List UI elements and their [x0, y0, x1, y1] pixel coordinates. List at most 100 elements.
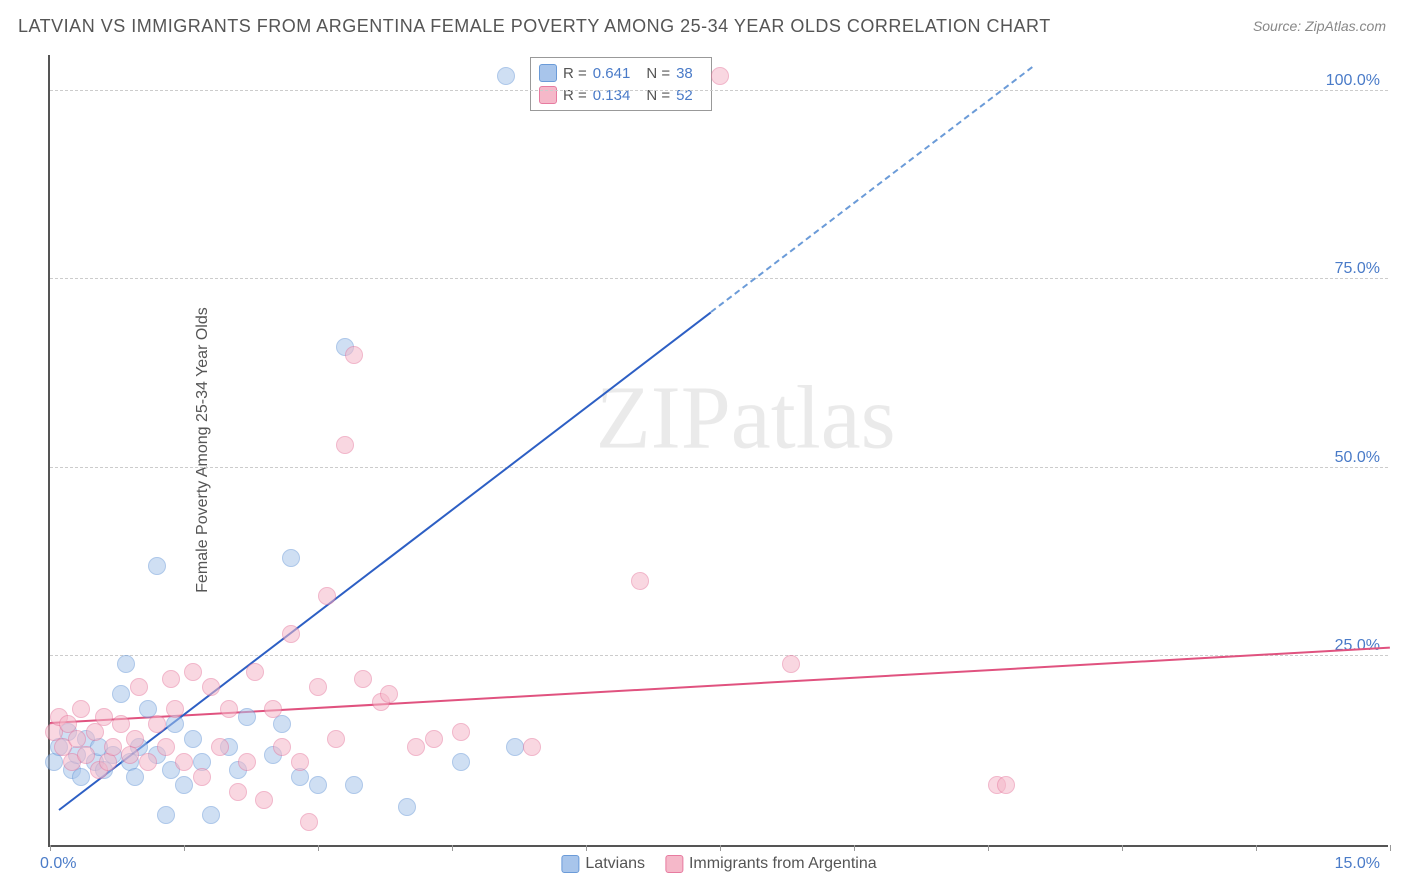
data-point	[220, 700, 238, 718]
data-point	[318, 587, 336, 605]
data-point	[77, 746, 95, 764]
data-point	[282, 625, 300, 643]
swatch-icon	[539, 86, 557, 104]
data-point	[380, 685, 398, 703]
data-point	[104, 738, 122, 756]
y-tick-label: 75.0%	[1335, 260, 1380, 278]
data-point	[255, 791, 273, 809]
y-tick-label: 100.0%	[1326, 72, 1380, 90]
data-point	[452, 753, 470, 771]
data-point	[238, 708, 256, 726]
data-point	[300, 813, 318, 831]
x-tick	[184, 845, 185, 851]
data-point	[175, 753, 193, 771]
data-point	[184, 663, 202, 681]
data-point	[157, 738, 175, 756]
data-point	[309, 678, 327, 696]
r-label: R =	[563, 65, 587, 82]
data-point	[345, 346, 363, 364]
data-point	[95, 708, 113, 726]
data-point	[139, 753, 157, 771]
data-point	[238, 753, 256, 771]
data-point	[184, 730, 202, 748]
y-axis-label: Female Poverty Among 25-34 Year Olds	[194, 307, 212, 593]
swatch-icon	[539, 64, 557, 82]
x-tick	[854, 845, 855, 851]
watermark: ZIPatlas	[596, 367, 896, 470]
data-point	[309, 776, 327, 794]
source-label: Source: ZipAtlas.com	[1253, 18, 1386, 34]
data-point	[407, 738, 425, 756]
data-point	[148, 557, 166, 575]
data-point	[398, 798, 416, 816]
data-point	[631, 572, 649, 590]
swatch-icon	[665, 855, 683, 873]
data-point	[148, 715, 166, 733]
data-point	[506, 738, 524, 756]
data-point	[162, 670, 180, 688]
data-point	[452, 723, 470, 741]
data-point	[354, 670, 372, 688]
legend-label: Latvians	[585, 855, 645, 873]
data-point	[336, 436, 354, 454]
x-tick	[50, 845, 51, 851]
data-point	[175, 776, 193, 794]
data-point	[166, 700, 184, 718]
x-tick	[720, 845, 721, 851]
x-tick	[1122, 845, 1123, 851]
x-tick	[452, 845, 453, 851]
data-point	[112, 685, 130, 703]
data-point	[126, 768, 144, 786]
data-point	[997, 776, 1015, 794]
data-point	[202, 806, 220, 824]
data-point	[202, 678, 220, 696]
data-point	[126, 730, 144, 748]
data-point	[497, 67, 515, 85]
stats-row: R = 0.641 N = 38	[539, 62, 703, 84]
x-tick-max: 15.0%	[1335, 855, 1380, 873]
stats-legend: R = 0.641 N = 38 R = 0.134 N = 52	[530, 57, 712, 111]
stats-row: R = 0.134 N = 52	[539, 84, 703, 106]
data-point	[193, 768, 211, 786]
plot-area: Female Poverty Among 25-34 Year Olds ZIP…	[48, 55, 1388, 847]
data-point	[282, 549, 300, 567]
data-point	[229, 783, 247, 801]
data-point	[711, 67, 729, 85]
data-point	[211, 738, 229, 756]
series-legend: Latvians Immigrants from Argentina	[561, 855, 876, 873]
x-tick	[1390, 845, 1391, 851]
legend-item: Latvians	[561, 855, 645, 873]
data-point	[327, 730, 345, 748]
data-point	[72, 768, 90, 786]
data-point	[246, 663, 264, 681]
chart-title: LATVIAN VS IMMIGRANTS FROM ARGENTINA FEM…	[18, 16, 1051, 37]
x-tick	[586, 845, 587, 851]
x-tick	[318, 845, 319, 851]
x-tick-min: 0.0%	[40, 855, 76, 873]
x-tick	[1256, 845, 1257, 851]
legend-label: Immigrants from Argentina	[689, 855, 877, 873]
data-point	[273, 715, 291, 733]
data-point	[273, 738, 291, 756]
chart-container: LATVIAN VS IMMIGRANTS FROM ARGENTINA FEM…	[0, 0, 1406, 892]
data-point	[345, 776, 363, 794]
r-value: 0.641	[593, 65, 631, 82]
n-label: N =	[646, 65, 670, 82]
data-point	[112, 715, 130, 733]
gridline	[50, 278, 1388, 279]
data-point	[291, 753, 309, 771]
n-value: 38	[676, 65, 693, 82]
swatch-icon	[561, 855, 579, 873]
y-tick-label: 50.0%	[1335, 449, 1380, 467]
x-tick	[988, 845, 989, 851]
gridline	[50, 655, 1388, 656]
data-point	[523, 738, 541, 756]
data-point	[117, 655, 135, 673]
data-point	[425, 730, 443, 748]
legend-item: Immigrants from Argentina	[665, 855, 877, 873]
data-point	[782, 655, 800, 673]
trend-line	[710, 66, 1033, 313]
gridline	[50, 467, 1388, 468]
data-point	[264, 700, 282, 718]
gridline	[50, 90, 1388, 91]
